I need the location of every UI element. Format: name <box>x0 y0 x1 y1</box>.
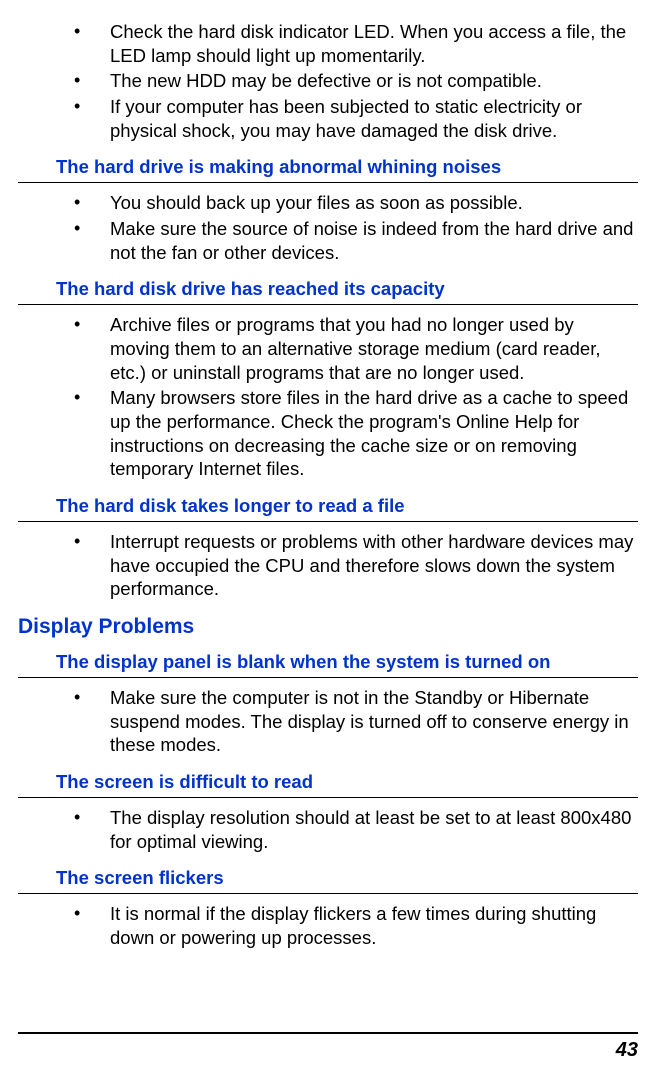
subheading-screen-flickers: The screen flickers <box>18 861 638 894</box>
page-number: 43 <box>616 1039 638 1062</box>
list-item: Make sure the computer is not in the Sta… <box>74 686 638 757</box>
page-content: Check the hard disk indicator LED. When … <box>0 0 656 950</box>
list-item: It is normal if the display flickers a f… <box>74 902 638 949</box>
subheading-display-blank: The display panel is blank when the syst… <box>18 645 638 678</box>
sub1-list: You should back up your files as soon as… <box>18 191 638 264</box>
list-item: You should back up your files as soon as… <box>74 191 638 215</box>
list-item: The new HDD may be defective or is not c… <box>74 69 638 93</box>
list-item: Many browsers store files in the hard dr… <box>74 386 638 481</box>
footer-rule <box>18 1032 638 1034</box>
subheading-screen-difficult: The screen is difficult to read <box>18 765 638 798</box>
list-item: The display resolution should at least b… <box>74 806 638 853</box>
list-item: If your computer has been subjected to s… <box>74 95 638 142</box>
subheading-hdd-whining: The hard drive is making abnormal whinin… <box>18 150 638 183</box>
sub6-list: It is normal if the display flickers a f… <box>18 902 638 949</box>
sub4-list: Make sure the computer is not in the Sta… <box>18 686 638 757</box>
sub3-list: Interrupt requests or problems with othe… <box>18 530 638 601</box>
list-item: Interrupt requests or problems with othe… <box>74 530 638 601</box>
section-heading-display-problems: Display Problems <box>18 609 638 641</box>
list-item: Check the hard disk indicator LED. When … <box>74 20 638 67</box>
top-bullet-list: Check the hard disk indicator LED. When … <box>18 20 638 142</box>
subheading-hdd-slow-read: The hard disk takes longer to read a fil… <box>18 489 638 522</box>
list-item: Make sure the source of noise is indeed … <box>74 217 638 264</box>
list-item: Archive files or programs that you had n… <box>74 313 638 384</box>
sub2-list: Archive files or programs that you had n… <box>18 313 638 481</box>
subheading-hdd-capacity: The hard disk drive has reached its capa… <box>18 272 638 305</box>
sub5-list: The display resolution should at least b… <box>18 806 638 853</box>
